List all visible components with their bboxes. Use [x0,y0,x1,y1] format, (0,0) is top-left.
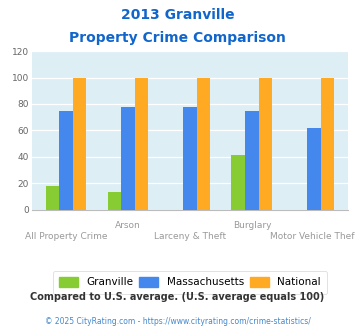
Text: Compared to U.S. average. (U.S. average equals 100): Compared to U.S. average. (U.S. average … [31,292,324,302]
Bar [183,107,197,210]
Bar [259,78,272,210]
Text: Motor Vehicle Theft: Motor Vehicle Theft [270,232,355,241]
Bar [245,111,259,210]
Bar [197,78,211,210]
Bar [121,107,135,210]
Bar [307,128,321,210]
Text: All Property Crime: All Property Crime [25,232,107,241]
Text: Burglary: Burglary [233,221,271,230]
Bar [108,192,121,210]
Bar [59,111,73,210]
Text: Larceny & Theft: Larceny & Theft [154,232,226,241]
Bar [231,155,245,210]
Text: © 2025 CityRating.com - https://www.cityrating.com/crime-statistics/: © 2025 CityRating.com - https://www.city… [45,317,310,326]
Bar [73,78,87,210]
Bar [321,78,334,210]
Legend: Granville, Massachusetts, National: Granville, Massachusetts, National [53,271,327,294]
Text: 2013 Granville: 2013 Granville [121,8,234,22]
Bar [45,186,59,210]
Text: Property Crime Comparison: Property Crime Comparison [69,31,286,45]
Text: Arson: Arson [115,221,141,230]
Bar [135,78,148,210]
